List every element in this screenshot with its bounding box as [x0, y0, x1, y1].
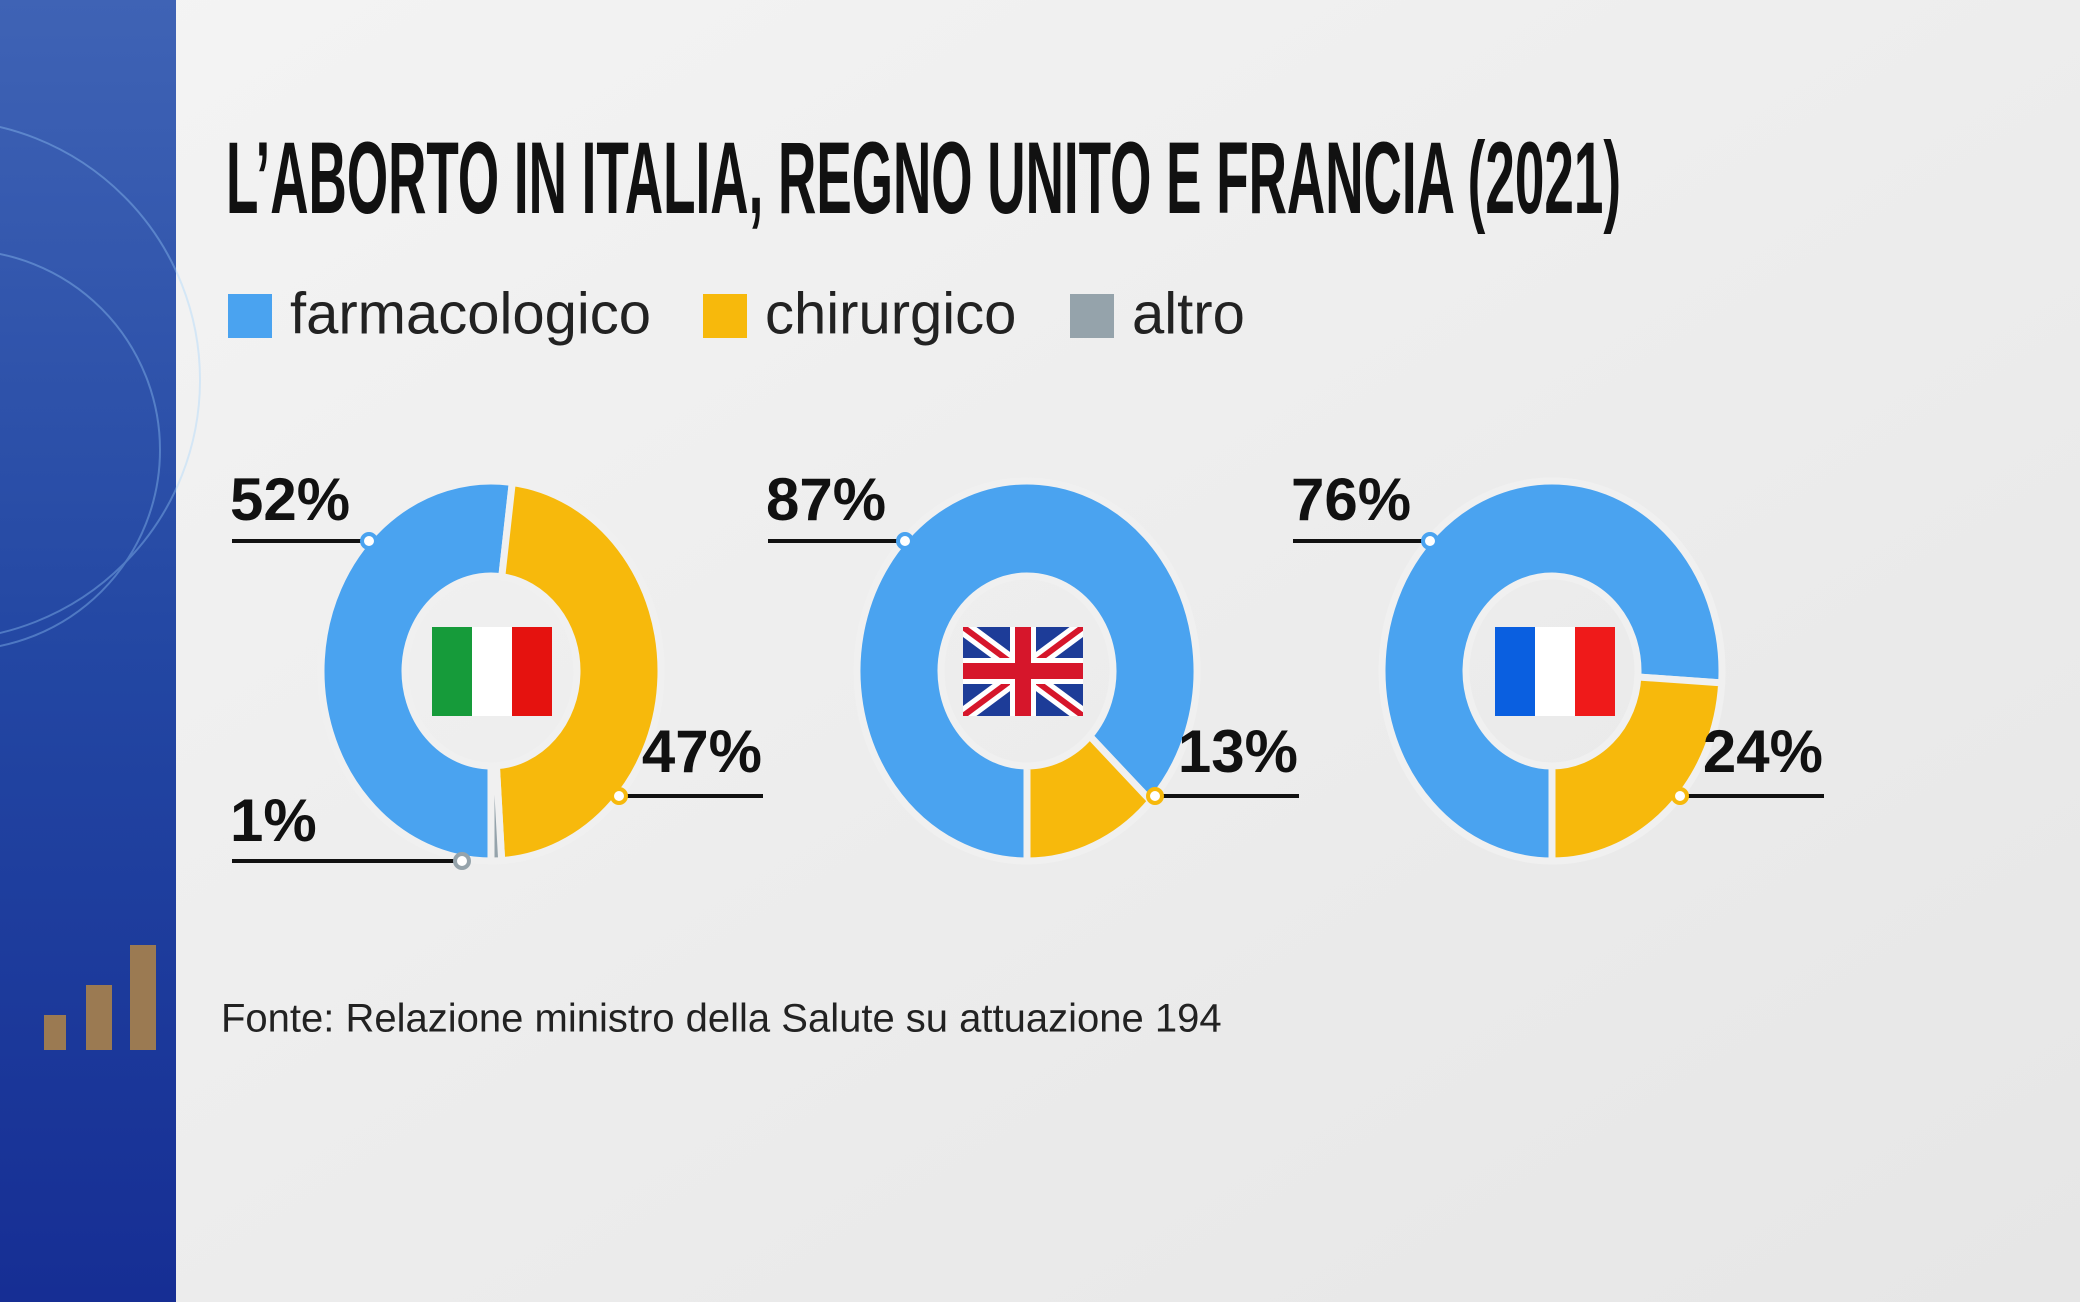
side-decoration: [0, 126, 201, 647]
donut-segment: [853, 477, 1201, 865]
value-label: 76%: [1291, 466, 1411, 533]
legend-label: farmacologico: [290, 281, 651, 346]
value-label: 47%: [642, 718, 762, 785]
side-bars: [44, 945, 156, 1050]
donut-segment: [1548, 673, 1726, 865]
leader-dot: [1146, 787, 1164, 805]
flag-italy: [432, 627, 552, 716]
value-label: 24%: [1703, 718, 1823, 785]
legend-swatch: [228, 294, 272, 338]
donut-segment: [1378, 477, 1726, 865]
leader-dot: [896, 532, 914, 550]
legend-swatch: [1070, 294, 1114, 338]
donut-segment: [487, 762, 506, 865]
flag-uk: [963, 627, 1083, 716]
legend-swatch: [703, 294, 747, 338]
value-label: 1%: [230, 787, 317, 854]
value-label: 13%: [1178, 718, 1298, 785]
donut-segment: [492, 478, 665, 865]
side-strip: [0, 0, 176, 1302]
chart-title: L’ABORTO IN ITALIA, REGNO UNITO E FRANCI…: [226, 121, 1621, 235]
donut-segment: [1023, 730, 1156, 865]
leader-dot: [360, 532, 378, 550]
flag-france: [1495, 627, 1615, 716]
value-label: 52%: [230, 466, 350, 533]
legend-label: chirurgico: [765, 281, 1016, 346]
source-note: Fonte: Relazione ministro della Salute s…: [221, 997, 1222, 1041]
legend-label: altro: [1132, 281, 1245, 346]
leader-dot: [1671, 787, 1689, 805]
leader-dot: [1421, 532, 1439, 550]
leader-dot: [453, 852, 471, 870]
leader-dot: [610, 787, 628, 805]
donut-segment: [317, 477, 517, 865]
value-label: 87%: [766, 466, 886, 533]
